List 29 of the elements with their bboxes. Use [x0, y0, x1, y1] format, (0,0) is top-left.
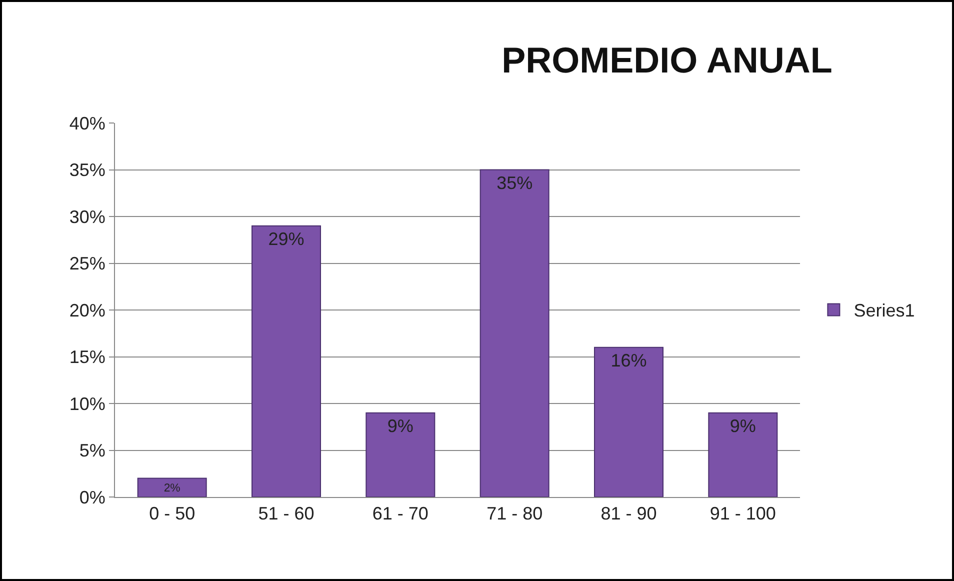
- data-label: 16%: [610, 350, 647, 370]
- y-tick-label: 20%: [69, 300, 106, 320]
- data-label: 29%: [268, 228, 304, 249]
- x-tick-label: 81 - 90: [600, 504, 657, 524]
- y-tick-label: 0%: [79, 487, 106, 508]
- data-label: 9%: [730, 416, 756, 436]
- bar: [708, 412, 778, 497]
- data-label: 2%: [164, 482, 180, 494]
- bar: [366, 412, 436, 497]
- x-tick-label: 0 - 50: [149, 504, 196, 524]
- bar: [252, 225, 321, 497]
- x-tick-label: 51 - 60: [258, 504, 314, 524]
- legend-label: Series1: [854, 300, 915, 321]
- bar: [137, 478, 207, 497]
- x-tick-label: 91 - 100: [710, 504, 776, 524]
- y-tick-label: 40%: [69, 113, 106, 134]
- y-tick-label: 25%: [69, 254, 106, 274]
- x-tick-label: 61 - 70: [372, 504, 428, 524]
- bar: [594, 346, 664, 497]
- chart-title: PROMEDIO ANUAL: [502, 39, 832, 80]
- x-tick-label: 71 - 80: [486, 504, 543, 524]
- y-tick-label: 35%: [69, 160, 106, 180]
- y-tick-label: 5%: [79, 440, 106, 461]
- y-tick-label: 10%: [69, 394, 106, 414]
- data-label: 35%: [496, 172, 533, 193]
- y-tick-label: 15%: [69, 347, 106, 368]
- bar: [480, 169, 550, 497]
- data-label: 9%: [387, 416, 414, 436]
- y-tick-label: 30%: [69, 206, 106, 227]
